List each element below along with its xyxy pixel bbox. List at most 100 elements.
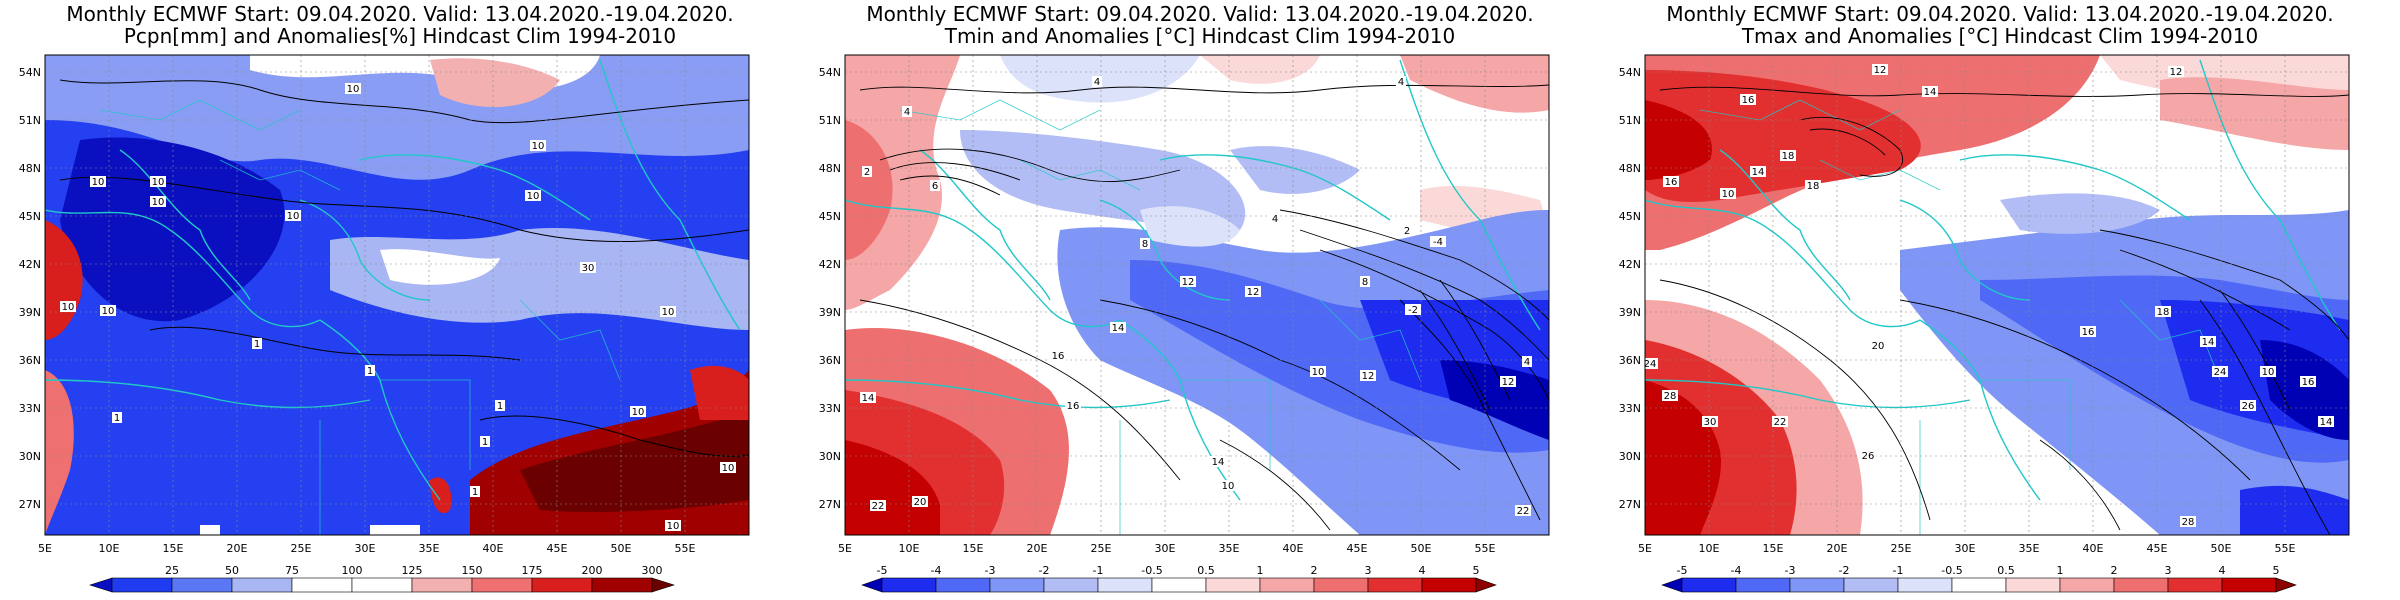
precip-panel: Monthly ECMWF Start: 09.04.2020. Valid: … [0, 0, 800, 600]
lon-label: 10E [899, 542, 920, 555]
lat-label: 30N [819, 450, 841, 463]
lat-label: 39N [1619, 306, 1641, 319]
svg-text:14: 14 [2320, 417, 2333, 428]
lat-label: 54N [1619, 66, 1641, 79]
colorbar-label: -0.5 [1941, 564, 1962, 577]
colorbar-label: -3 [985, 564, 996, 577]
tmin-contour-label: 14 [860, 392, 876, 404]
tmin-contour-label: 6 [930, 180, 940, 192]
tmax-contour-label: 18 [2155, 306, 2171, 318]
tmin-contour-label: 16 [1050, 350, 1066, 362]
tmax-contour-label: 22 [1772, 416, 1788, 428]
svg-text:10: 10 [722, 463, 735, 474]
svg-text:16: 16 [2302, 377, 2315, 388]
svg-text:24: 24 [1644, 359, 1657, 370]
precip-contour-label: 10 [100, 305, 116, 317]
svg-text:1: 1 [472, 487, 478, 498]
svg-text:10: 10 [662, 307, 675, 318]
colorbar-label: 3 [1365, 564, 1372, 577]
svg-text:22: 22 [872, 501, 885, 512]
lat-label: 36N [19, 354, 41, 367]
tmax-contour-label: 10 [1720, 188, 1736, 200]
lat-label: 27N [1619, 498, 1641, 511]
tmin-contour-label: 22 [870, 500, 886, 512]
lon-label: 5E [838, 542, 852, 555]
svg-text:10: 10 [1222, 481, 1235, 492]
svg-text:12: 12 [2170, 67, 2183, 78]
lat-label: 45N [19, 210, 41, 223]
svg-text:16: 16 [2082, 327, 2095, 338]
lon-label: 50E [1411, 542, 1432, 555]
lat-label: 36N [819, 354, 841, 367]
lon-label: 30E [355, 542, 376, 555]
svg-text:10: 10 [527, 191, 540, 202]
lon-label: 45E [2147, 542, 2168, 555]
colorbar-label: 1 [1257, 564, 1264, 577]
lat-label: 42N [19, 258, 41, 271]
colorbar-label: -4 [1731, 564, 1742, 577]
tmax-contour-label: 28 [1662, 390, 1678, 402]
svg-text:20: 20 [1872, 341, 1885, 352]
lon-label: 20E [1027, 542, 1048, 555]
lon-label: 50E [611, 542, 632, 555]
tmin-title-line2: Tmin and Anomalies [°C] Hindcast Clim 19… [944, 24, 1456, 48]
svg-text:10: 10 [347, 84, 360, 95]
lat-label: 33N [1619, 402, 1641, 415]
tmin-contour-label: 14 [1210, 456, 1226, 468]
lat-label: 51N [1619, 114, 1641, 127]
lat-label: 33N [19, 402, 41, 415]
svg-text:10: 10 [532, 141, 545, 152]
colorbar-label: 150 [462, 564, 483, 577]
tmin-contour-label: 4 [1396, 76, 1406, 88]
svg-text:22: 22 [1517, 506, 1530, 517]
precip-contour-label: 10 [285, 210, 301, 222]
svg-text:18: 18 [1807, 181, 1820, 192]
lon-label: 30E [1955, 542, 1976, 555]
lon-label: 35E [419, 542, 440, 555]
svg-text:30: 30 [582, 263, 595, 274]
lat-label: 33N [819, 402, 841, 415]
svg-text:8: 8 [1362, 277, 1368, 288]
lat-label: 48N [819, 162, 841, 175]
precip-contour-label: 1 [470, 486, 480, 498]
precip-contour-label: 10 [345, 83, 361, 95]
colorbar-label: 4 [2219, 564, 2226, 577]
svg-text:1: 1 [114, 413, 120, 424]
svg-text:10: 10 [62, 302, 75, 313]
precip-colorbar [89, 577, 675, 593]
precip-contour-label: 10 [150, 196, 166, 208]
lon-label: 25E [291, 542, 312, 555]
colorbar-label: 4 [1419, 564, 1426, 577]
precip-contour-label: 1 [252, 338, 262, 350]
lon-label: 10E [1699, 542, 1720, 555]
tmax-contour-label: 16 [2080, 326, 2096, 338]
svg-text:18: 18 [2157, 307, 2170, 318]
svg-text:10: 10 [1722, 189, 1735, 200]
lon-label: 40E [2083, 542, 2104, 555]
tmin-contour-label: 8 [1360, 276, 1370, 288]
colorbar-label: 3 [2165, 564, 2172, 577]
tmin-title-line1: Monthly ECMWF Start: 09.04.2020. Valid: … [866, 2, 1534, 26]
colorbar-label: 1 [2057, 564, 2064, 577]
precip-contour-label: 10 [660, 306, 676, 318]
tmin-colorbar [861, 577, 1497, 593]
lon-label: 5E [38, 542, 52, 555]
colorbar-label: 25 [165, 564, 179, 577]
lon-label: 20E [1827, 542, 1848, 555]
svg-text:1: 1 [254, 339, 260, 350]
tmax-title-line2: Tmax and Anomalies [°C] Hindcast Clim 19… [1741, 24, 2259, 48]
colorbar-label: -1 [1093, 564, 1104, 577]
lon-label: 15E [1763, 542, 1784, 555]
svg-text:16: 16 [1052, 351, 1065, 362]
precip-contour-label: 1 [365, 365, 375, 377]
tmin-contour-label: 14 [1110, 322, 1126, 334]
tmin-contour-label: 4 [1092, 76, 1102, 88]
svg-text:10: 10 [287, 211, 300, 222]
lon-label: 15E [963, 542, 984, 555]
svg-text:10: 10 [152, 177, 165, 188]
precip-contour-label: 10 [150, 176, 166, 188]
colorbar-label: -0.5 [1141, 564, 1162, 577]
colorbar-label: 100 [342, 564, 363, 577]
svg-text:14: 14 [1924, 87, 1937, 98]
svg-text:4: 4 [1398, 77, 1404, 88]
